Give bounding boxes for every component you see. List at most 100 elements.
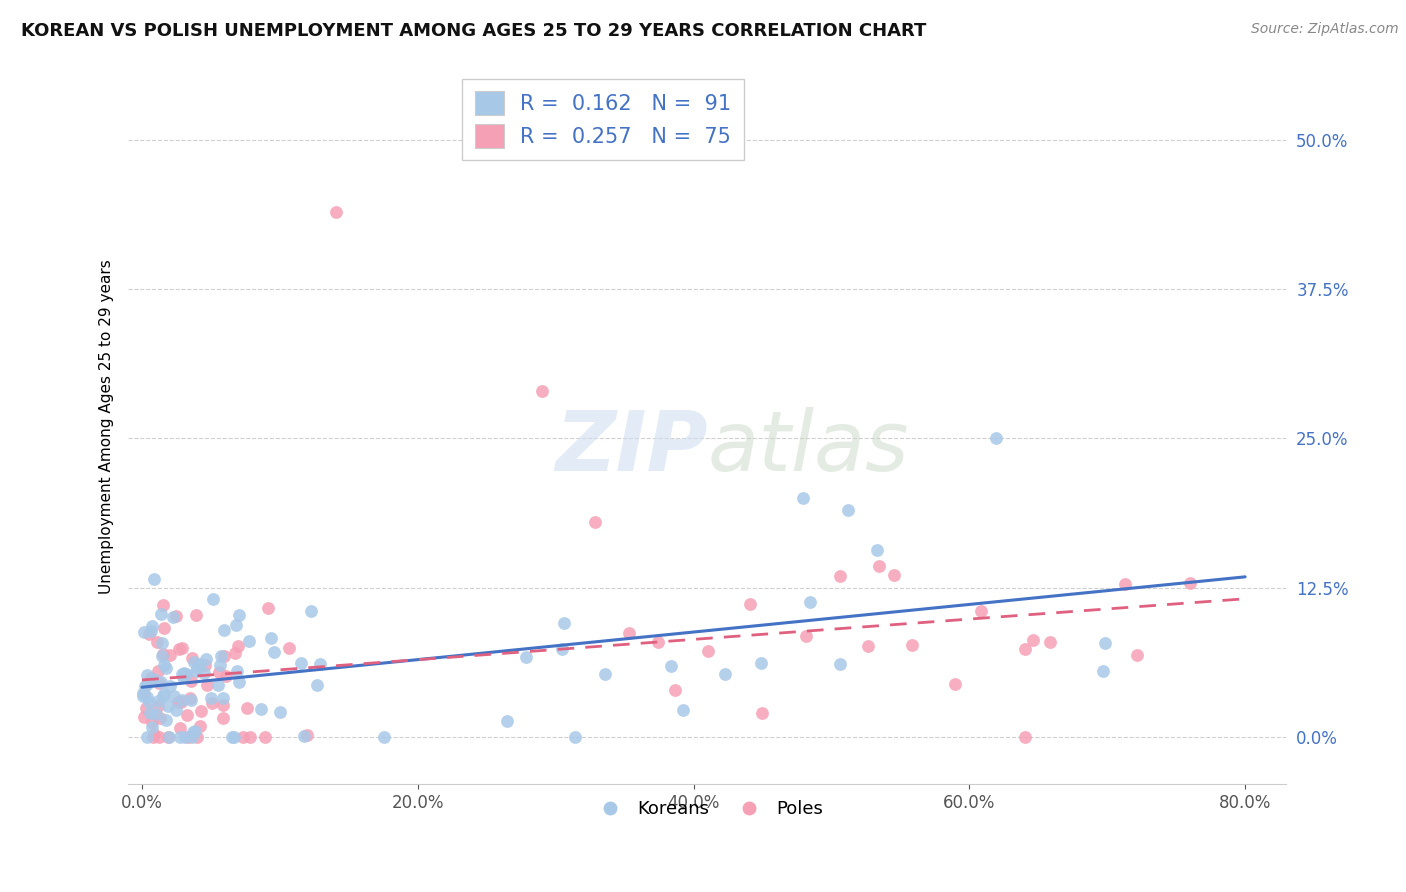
Point [228,639,250,653]
Point [150,674,173,689]
Point [738,597,761,611]
Point [155,713,177,727]
Point [188,657,211,672]
Point [170,667,193,681]
Point [176,707,198,722]
Point [564,730,586,744]
Point [195,678,218,692]
Point [226,664,249,678]
Point [141,720,163,734]
Point [188,719,211,733]
Point [201,697,224,711]
Text: atlas: atlas [707,408,910,489]
Point [208,658,231,673]
Point [553,615,575,630]
Point [751,706,773,720]
Point [830,569,852,583]
Point [186,660,208,674]
Point [172,670,194,684]
Point [143,572,166,586]
Point [169,730,191,744]
Point [172,640,194,655]
Point [212,710,235,724]
Point [866,542,889,557]
Point [269,705,291,719]
Point [180,673,202,688]
Point [139,706,162,721]
Point [858,639,880,653]
Point [224,646,246,660]
Text: ZIP: ZIP [555,408,707,489]
Point [165,703,187,717]
Point [186,730,208,744]
Point [212,698,235,713]
Point [142,730,165,744]
Point [309,657,332,671]
Point [179,690,201,705]
Point [134,680,156,694]
Point [201,592,224,607]
Point [180,692,202,706]
Point [292,730,315,744]
Point [156,698,179,713]
Legend: Koreans, Poles: Koreans, Poles [585,793,830,825]
Point [214,648,236,663]
Point [901,638,924,652]
Point [221,730,243,744]
Point [170,693,193,707]
Point [751,656,773,670]
Point [136,690,159,704]
Point [868,559,890,574]
Point [238,730,260,744]
Point [194,658,217,673]
Point [228,607,250,622]
Point [139,624,162,639]
Point [647,635,669,649]
Point [152,687,174,701]
Point [661,658,683,673]
Point [138,627,160,641]
Point [148,675,170,690]
Point [136,730,159,744]
Point [169,641,191,656]
Point [531,384,554,398]
Point [1014,730,1036,744]
Point [150,648,173,663]
Point [208,665,231,679]
Point [200,690,222,705]
Point [190,704,212,718]
Point [1039,635,1062,649]
Point [181,730,204,744]
Point [169,721,191,735]
Point [278,641,301,656]
Point [551,642,574,657]
Point [792,491,814,505]
Point [212,691,235,706]
Point [1014,641,1036,656]
Point [165,608,187,623]
Point [142,727,165,741]
Point [146,694,169,708]
Point [186,664,208,678]
Point [259,631,281,645]
Point [299,604,322,618]
Point [232,730,254,744]
Point [496,714,519,728]
Point [183,656,205,670]
Y-axis label: Unemployment Among Ages 25 to 29 years: Unemployment Among Ages 25 to 29 years [100,259,114,594]
Point [1092,664,1115,678]
Point [228,675,250,690]
Point [215,669,238,683]
Point [799,594,821,608]
Point [236,700,259,714]
Point [224,730,246,744]
Text: Source: ZipAtlas.com: Source: ZipAtlas.com [1251,22,1399,37]
Point [173,665,195,680]
Point [135,668,157,682]
Point [176,730,198,744]
Point [162,610,184,624]
Point [159,679,181,693]
Point [325,204,347,219]
Point [1022,633,1045,648]
Point [170,695,193,709]
